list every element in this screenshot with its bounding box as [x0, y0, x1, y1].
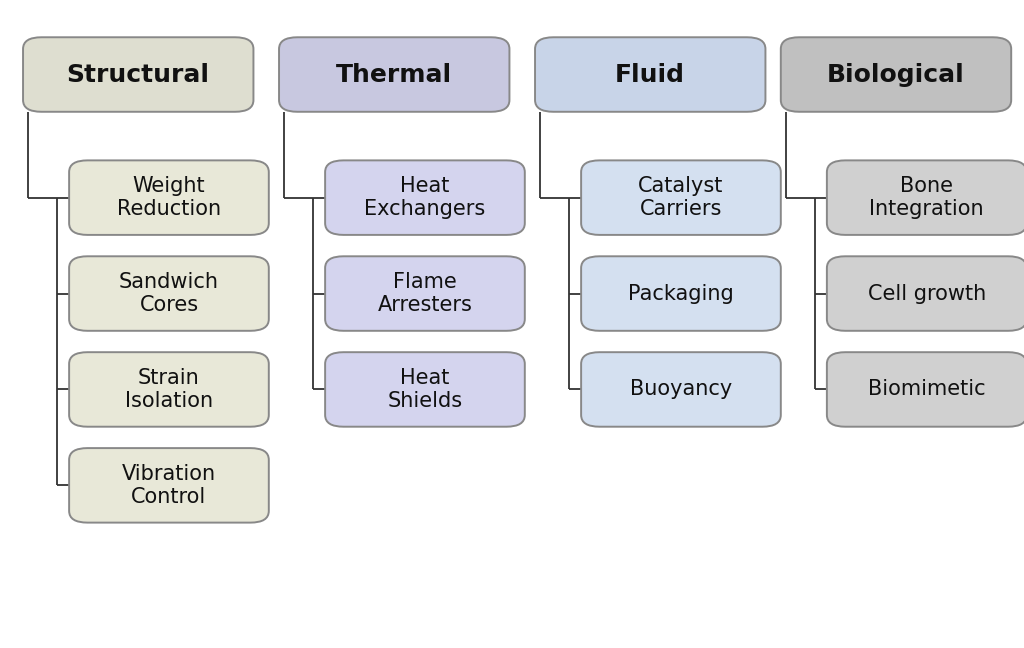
FancyBboxPatch shape [582, 160, 780, 235]
FancyBboxPatch shape [326, 257, 524, 330]
Text: Catalyst
Carriers: Catalyst Carriers [638, 176, 724, 219]
Text: Biomimetic: Biomimetic [868, 380, 985, 399]
FancyBboxPatch shape [326, 160, 524, 235]
FancyBboxPatch shape [70, 257, 268, 330]
Text: Biological: Biological [827, 62, 965, 87]
Text: Thermal: Thermal [336, 62, 453, 87]
FancyBboxPatch shape [827, 160, 1024, 235]
FancyBboxPatch shape [70, 160, 268, 235]
FancyBboxPatch shape [582, 257, 780, 330]
Text: Vibration
Control: Vibration Control [122, 464, 216, 507]
FancyBboxPatch shape [326, 352, 524, 426]
Text: Fluid: Fluid [615, 62, 685, 87]
Text: Cell growth: Cell growth [867, 284, 986, 303]
Text: Structural: Structural [67, 62, 210, 87]
FancyBboxPatch shape [70, 352, 268, 426]
FancyBboxPatch shape [780, 37, 1011, 111]
Text: Sandwich
Cores: Sandwich Cores [119, 272, 219, 315]
Text: Weight
Reduction: Weight Reduction [117, 176, 221, 219]
Text: Packaging: Packaging [628, 284, 734, 303]
FancyBboxPatch shape [279, 37, 510, 111]
FancyBboxPatch shape [827, 352, 1024, 426]
Text: Strain
Isolation: Strain Isolation [125, 368, 213, 411]
Text: Bone
Integration: Bone Integration [869, 176, 984, 219]
FancyBboxPatch shape [24, 37, 254, 111]
Text: Heat
Exchangers: Heat Exchangers [365, 176, 485, 219]
FancyBboxPatch shape [70, 448, 268, 522]
Text: Buoyancy: Buoyancy [630, 380, 732, 399]
FancyBboxPatch shape [827, 257, 1024, 330]
Text: Flame
Arresters: Flame Arresters [378, 272, 472, 315]
FancyBboxPatch shape [535, 37, 765, 111]
FancyBboxPatch shape [582, 352, 780, 426]
Text: Heat
Shields: Heat Shields [387, 368, 463, 411]
